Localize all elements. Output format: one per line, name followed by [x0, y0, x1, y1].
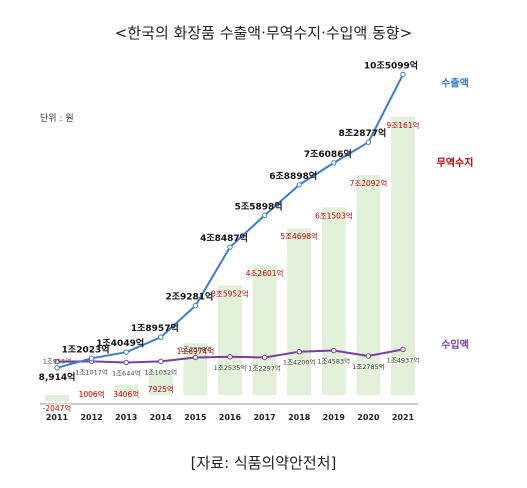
x-tick-2013: 2013	[115, 413, 137, 422]
point-exports-2019	[331, 160, 337, 166]
bar-trade-balance-2016	[218, 285, 242, 395]
data-label-exports-2011: 8,914억	[39, 371, 76, 383]
x-tick-2012: 2012	[80, 413, 102, 422]
legend-imports: 수입액	[441, 338, 469, 351]
data-label-exports-2019: 7조6086억	[304, 148, 352, 160]
bar-label-trade-balance-2015: 1조6974억	[177, 347, 215, 356]
bar-label-trade-balance-2018: 5조4698억	[280, 232, 318, 241]
bar-trade-balance-2021	[391, 116, 415, 395]
point-imports-2018	[296, 348, 302, 355]
data-label-exports-2018: 6조8898억	[269, 170, 317, 182]
bar-label-trade-balance-2020: 7조2092억	[350, 179, 388, 188]
data-label-exports-2020: 8조2877억	[338, 127, 386, 139]
legend-trade-balance: 무역수지	[437, 156, 474, 169]
data-label-exports-2014: 1조8957억	[131, 322, 179, 334]
data-label-imports-2012: 1조1017억	[75, 368, 108, 376]
x-tick-2011: 2011	[46, 413, 69, 422]
x-tick-2020: 2020	[357, 413, 380, 422]
bar-trade-balance-2018	[287, 228, 312, 395]
legend-exports: 수출액	[441, 76, 469, 89]
bar-label-trade-balance-2021: 9조161억	[387, 121, 420, 130]
bar-label-trade-balance-2011: -2047억	[43, 404, 72, 413]
point-exports-2015	[192, 302, 199, 309]
point-exports-2021	[400, 71, 406, 78]
point-imports-2017	[261, 354, 268, 361]
point-exports-2020	[365, 139, 372, 145]
x-tick-2018: 2018	[288, 413, 311, 422]
chart-title: <한국의 화장품 수출액·무역수지·수입액 동향>	[114, 24, 413, 42]
point-imports-2015	[192, 354, 199, 361]
bar-label-trade-balance-2016: 3조5952억	[211, 289, 249, 298]
point-imports-2021	[400, 346, 406, 353]
lines-layer	[54, 71, 406, 371]
point-exports-2014	[158, 334, 164, 340]
data-label-exports-2012: 1조2023억	[62, 343, 110, 355]
point-exports-2013	[123, 349, 129, 355]
bar-trade-balance-2015	[183, 343, 208, 395]
data-label-exports-2021: 10조5099억	[364, 59, 418, 71]
x-tick-2014: 2014	[150, 413, 173, 422]
point-imports-2016	[227, 354, 233, 360]
bar-labels-layer: -2047억 1006억 3406억 7925억 1조6974억 3조5952억 4조260…	[42, 121, 420, 414]
data-label-imports-2021: 1조4937억	[387, 356, 420, 364]
data-label-imports-2016: 1조2535억	[214, 364, 247, 372]
point-imports-2019	[331, 347, 337, 354]
bar-trade-balance-2012	[79, 391, 104, 395]
point-exports-2016	[227, 244, 233, 250]
bar-trade-balance-2017	[252, 265, 277, 395]
point-imports-2020	[365, 353, 372, 359]
data-label-imports-2015: 1조2308억	[179, 345, 212, 353]
x-tick-2015: 2015	[184, 413, 207, 422]
bar-trade-balance-2013	[114, 384, 139, 395]
x-tick-2019: 2019	[323, 413, 346, 422]
bar-label-trade-balance-2014: 7925억	[148, 385, 174, 394]
bar-label-trade-balance-2019: 6조1503억	[315, 211, 353, 220]
data-label-exports-2013: 1조4049억	[96, 337, 144, 349]
point-imports-2014	[158, 358, 164, 365]
point-exports-2018	[296, 182, 302, 188]
x-tick-labels: 2011 2012 2013 2014 2015 2016 2017 2018 2019 2020…	[46, 413, 415, 422]
data-label-exports-2016: 4조8487억	[200, 232, 248, 244]
bar-trade-balance-2019	[321, 207, 346, 395]
bar-label-trade-balance-2017: 4조2601억	[246, 269, 284, 278]
x-tick-2021: 2021	[392, 413, 415, 422]
data-label-imports-2020: 1조2785억	[352, 363, 385, 371]
data-label-imports-2019: 1조4583억	[317, 358, 350, 366]
data-label-exports-2015: 2조9281억	[165, 291, 213, 303]
point-exports-2011	[54, 365, 60, 371]
data-label-imports-2018: 1조4200억	[283, 359, 316, 367]
chart-source: [자료: 식품의약안전처]	[190, 454, 337, 472]
bar-label-trade-balance-2013: 3406억	[113, 390, 139, 399]
unit-label: 단위 : 원	[40, 114, 74, 124]
data-label-imports-2013: 1조644억	[112, 370, 141, 378]
point-exports-2017	[261, 212, 268, 219]
bar-label-trade-balance-2012: 1006억	[79, 390, 105, 399]
bar-trade-balance-2011	[45, 395, 69, 402]
point-exports-2012	[88, 355, 95, 362]
point-imports-2011	[54, 358, 60, 365]
point-imports-2013	[123, 359, 129, 366]
x-tick-2016: 2016	[219, 413, 242, 422]
data-label-exports-2017: 5조5898억	[235, 200, 283, 212]
x-tick-2017: 2017	[253, 413, 275, 422]
data-label-imports-2011: 1조955억	[43, 358, 72, 366]
data-label-imports-2017: 1조2297억	[248, 364, 281, 372]
data-label-imports-2014: 1조1032억	[144, 368, 177, 376]
bar-trade-balance-2014	[148, 370, 173, 395]
